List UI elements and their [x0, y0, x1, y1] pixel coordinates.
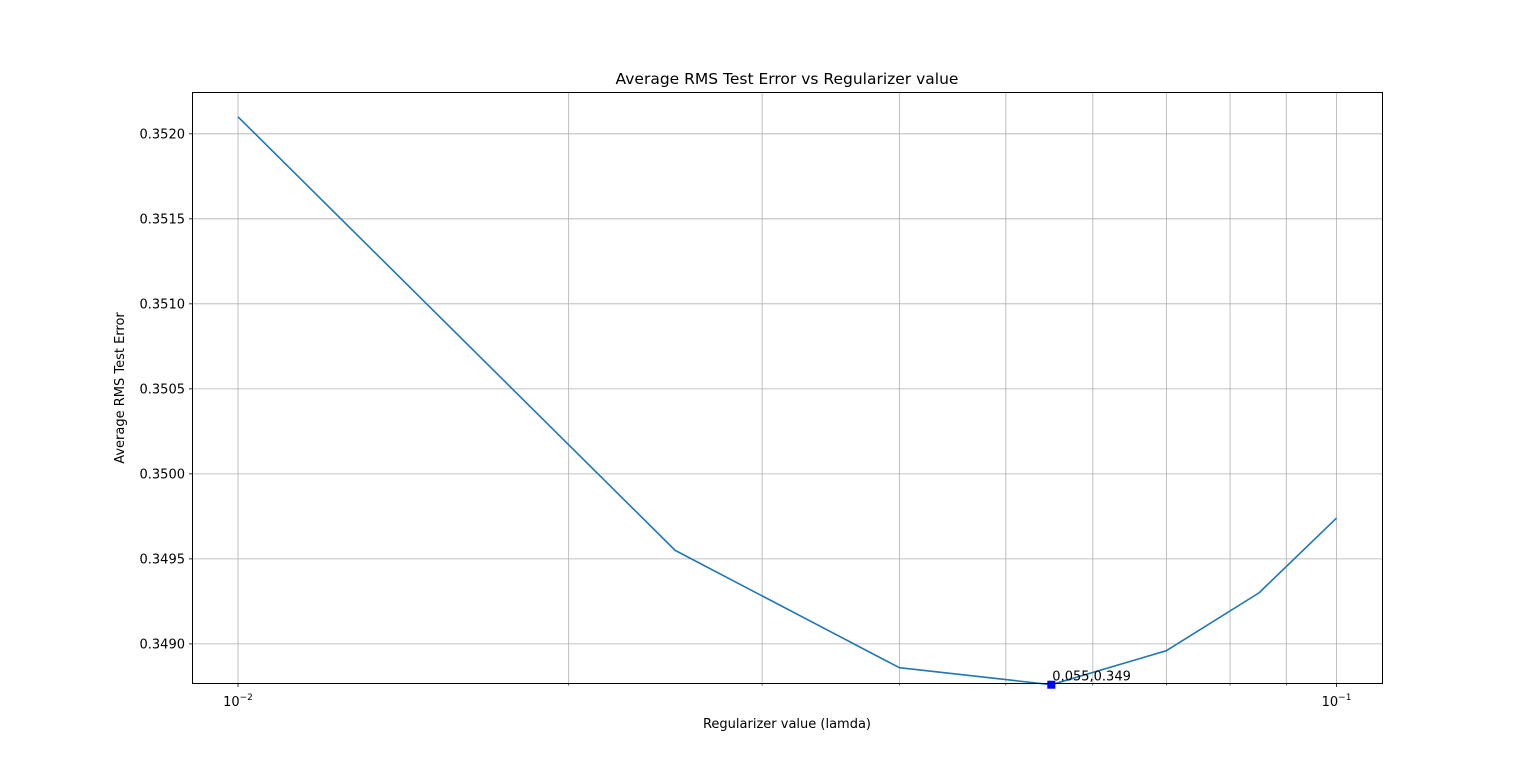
y-tick-label: 0.3505	[140, 382, 186, 397]
min-point-marker	[1047, 680, 1056, 689]
y-axis-label: Average RMS Test Error	[113, 312, 128, 464]
axis-ticks: 10−2 10−1 0.3490 0.3495 0.3500 0.3505 0.3510 0.…	[140, 127, 1352, 710]
min-point-label: 0.055,0.349	[1052, 670, 1131, 685]
x-tick-label: 10−2	[223, 693, 253, 710]
y-tick-label: 0.3500	[140, 467, 186, 482]
y-tick-label: 0.3490	[140, 637, 186, 652]
y-tick-label: 0.3495	[140, 552, 186, 567]
x-tick-label: 10−1	[1322, 693, 1352, 710]
grid-lines	[193, 93, 1382, 683]
x-axis-label: Regularizer value (lamda)	[703, 717, 871, 732]
chart-title: Average RMS Test Error vs Regularizer va…	[616, 70, 959, 88]
y-tick-label: 0.3520	[140, 127, 186, 142]
plot-series: 0.055,0.349	[237, 116, 1338, 689]
plot-area-frame	[192, 92, 1383, 684]
y-tick-label: 0.3510	[140, 297, 186, 312]
y-tick-label: 0.3515	[140, 212, 186, 227]
